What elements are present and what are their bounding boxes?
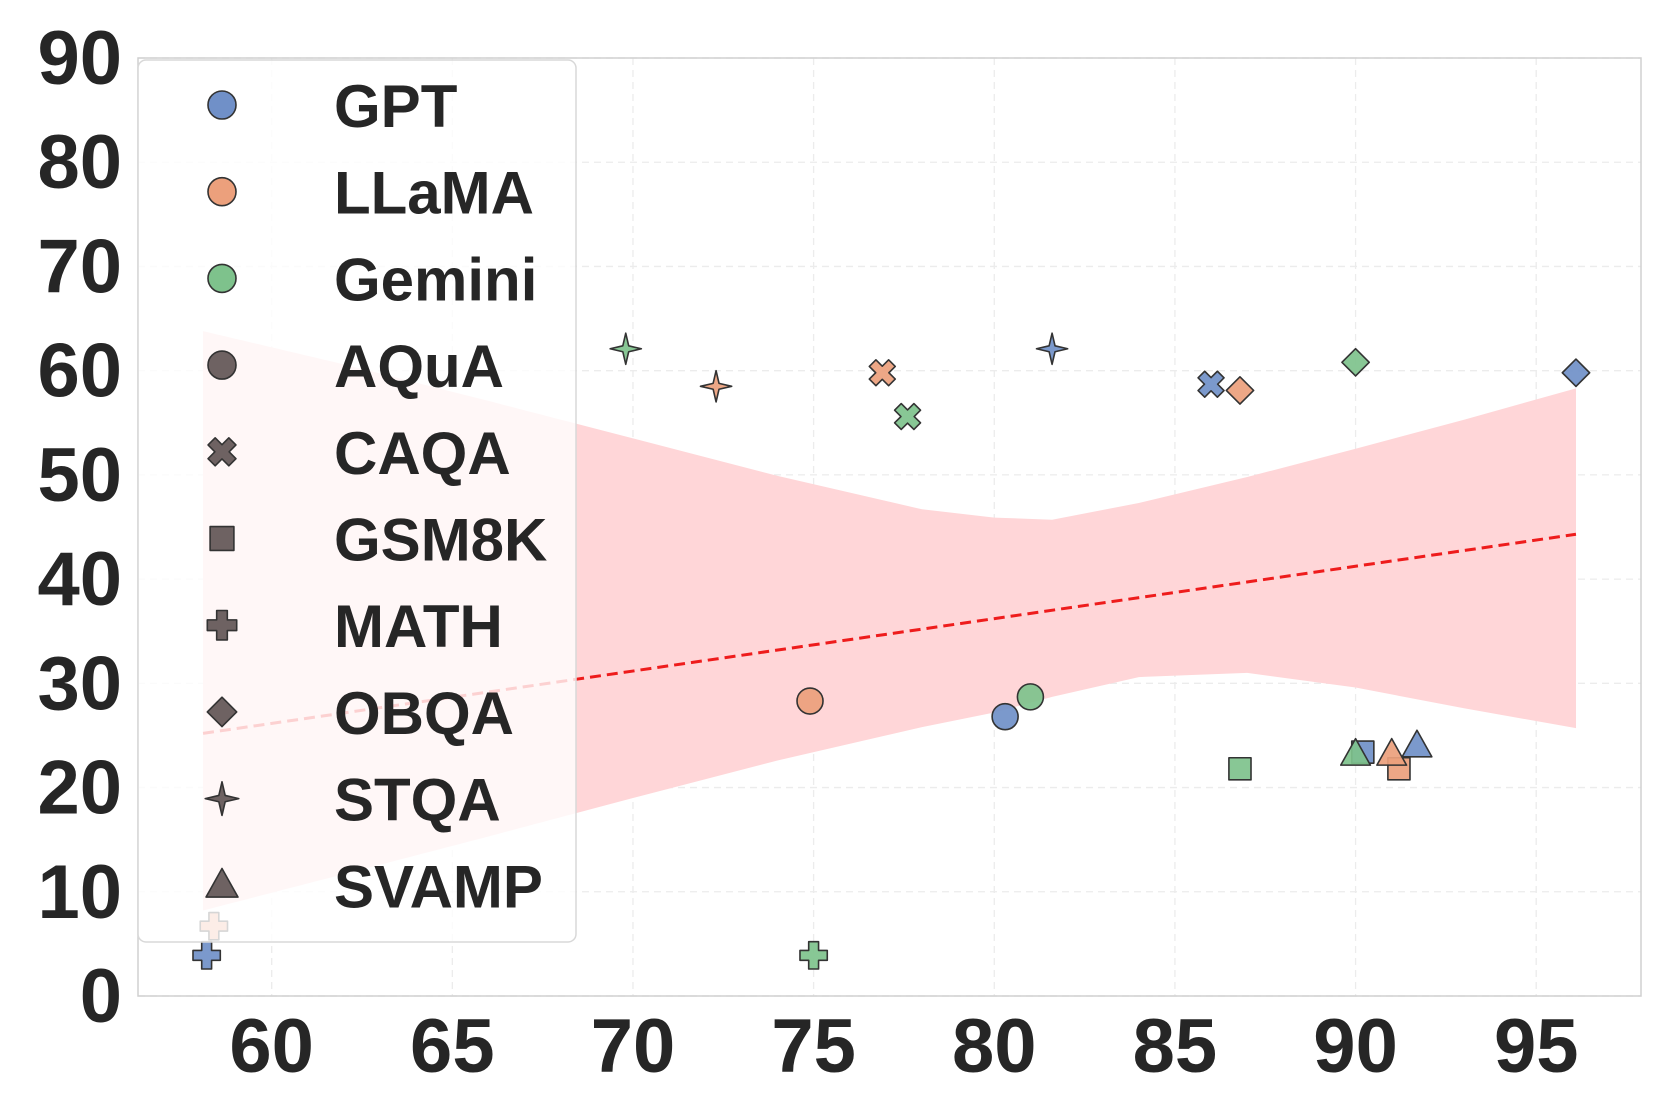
y-tick-label-90: 90 xyxy=(37,16,122,101)
legend-box xyxy=(137,59,577,943)
point-gemini-math xyxy=(799,940,829,970)
x-tick-label-70: 70 xyxy=(591,1004,676,1089)
legend-label-svamp: SVAMP xyxy=(334,853,543,920)
data-points xyxy=(192,332,1591,970)
legend-marker-gsm8k xyxy=(209,525,235,552)
point-gpt-svamp xyxy=(1401,729,1433,758)
point-gemini-aqua xyxy=(1016,683,1045,711)
legend-marker-svamp xyxy=(205,867,239,898)
legend: GPT LLaMA Gemini AQuA CAQA GSM8K MATH OBQA STQA S… xyxy=(137,59,577,943)
legend-marker-gpt xyxy=(207,90,237,120)
legend-label-gpt: GPT xyxy=(334,73,457,140)
x-tick-label-80: 80 xyxy=(952,1004,1037,1089)
point-gpt-obqa xyxy=(1561,358,1591,388)
y-tick-label-40: 40 xyxy=(37,537,122,622)
y-tick-label-10: 10 xyxy=(37,850,122,935)
legend-marker-aqua xyxy=(207,350,237,380)
y-tick-label-80: 80 xyxy=(37,120,122,205)
point-llama-obqa xyxy=(1225,376,1255,405)
legend-label-stqa: STQA xyxy=(334,767,501,834)
point-gemini-stqa xyxy=(609,332,643,366)
point-gemini-gsm8k xyxy=(1228,756,1252,781)
legend-label-gsm8k: GSM8K xyxy=(334,507,547,574)
point-gpt-stqa xyxy=(1035,332,1069,366)
x-tick-label-85: 85 xyxy=(1133,1004,1218,1089)
x-tick-label-65: 65 xyxy=(410,1004,495,1089)
point-gemini-obqa xyxy=(1341,347,1371,377)
legend-marker-llama xyxy=(207,176,237,207)
legend-marker-gemini xyxy=(207,263,237,294)
legend-marker-math xyxy=(206,609,238,641)
legend-label-caqa: CAQA xyxy=(334,420,511,487)
point-gemini-caqa xyxy=(893,402,922,431)
y-tick-label-60: 60 xyxy=(37,329,122,414)
legend-label-math: MATH xyxy=(334,593,503,660)
y-tick-label-20: 20 xyxy=(37,746,122,831)
legend-label-gemini: Gemini xyxy=(334,246,537,313)
point-gpt-math xyxy=(192,940,222,970)
legend-marker-obqa xyxy=(206,696,238,728)
point-llama-svamp xyxy=(1376,737,1408,766)
y-tick-label-30: 30 xyxy=(37,641,122,726)
x-tick-label-90: 90 xyxy=(1313,1004,1398,1089)
legend-label-llama: LLaMA xyxy=(334,160,534,227)
legend-marker-stqa xyxy=(204,780,240,817)
point-gpt-caqa xyxy=(1197,370,1225,398)
point-llama-stqa xyxy=(699,369,733,403)
point-llama-caqa xyxy=(868,358,897,387)
x-tick-label-75: 75 xyxy=(771,1004,856,1089)
point-llama-aqua xyxy=(796,687,824,715)
x-tick-label-60: 60 xyxy=(229,1004,314,1089)
y-tick-label-50: 50 xyxy=(37,433,122,518)
x-tick-label-95: 95 xyxy=(1494,1004,1579,1089)
point-gemini-svamp xyxy=(1339,737,1372,766)
legend-marker-caqa xyxy=(207,437,237,467)
point-gpt-aqua xyxy=(991,702,1019,731)
y-tick-label-70: 70 xyxy=(37,224,122,309)
legend-label-obqa: OBQA xyxy=(334,680,514,747)
legend-label-aqua: AQuA xyxy=(334,333,504,400)
y-tick-label-0: 0 xyxy=(80,954,122,1039)
axes: 60 65 70 75 80 85 90 95 0 10 20 30 40 50 60 70 80 90 xyxy=(37,16,1578,1089)
